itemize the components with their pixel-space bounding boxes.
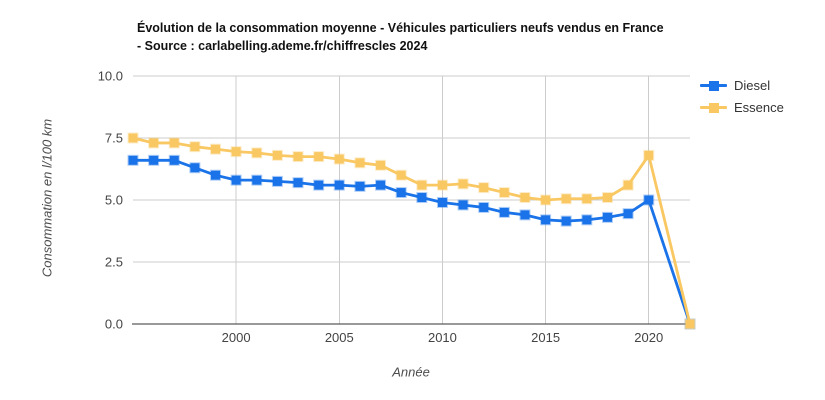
y-axis-title: Consommation en l/100 km (39, 118, 55, 278)
essence-point-marker (230, 146, 242, 158)
x-tick-label: 2020 (634, 330, 663, 345)
essence-point-marker (168, 137, 180, 149)
diesel-line (131, 158, 692, 326)
essence-point-marker (457, 178, 469, 190)
x-axis-title: Année (392, 364, 430, 380)
essence-point-marker (416, 179, 428, 191)
diesel-point-marker (622, 208, 634, 220)
diesel-point-marker (643, 194, 655, 206)
diesel-legend-square (709, 80, 719, 91)
essence-legend-square (709, 102, 719, 113)
diesel-point-marker (581, 214, 593, 226)
diesel-point-marker (498, 206, 510, 218)
diesel-point-marker (601, 211, 613, 223)
essence-point-marker (251, 147, 263, 159)
diesel-point-marker (251, 174, 263, 186)
essence-point-marker (189, 141, 201, 153)
y-tick-label: 2.5 (105, 255, 123, 270)
diesel-point-marker (168, 154, 180, 166)
diesel-point-marker (416, 192, 428, 204)
y-tick-label: 7.5 (105, 131, 123, 146)
essence-point-marker (540, 194, 552, 206)
essence-point-marker (210, 143, 222, 155)
essence-point-marker (375, 159, 387, 171)
essence-point-marker (581, 193, 593, 205)
essence-point-marker (519, 192, 531, 204)
diesel-point-marker (436, 196, 448, 208)
diesel-point-marker (375, 179, 387, 191)
essence-point-marker (127, 132, 139, 144)
x-tick-label: 2000 (222, 330, 251, 345)
essence-point-marker (436, 179, 448, 191)
diesel-point-marker (519, 209, 531, 221)
diesel-point-marker (560, 215, 572, 227)
essence-point-marker (271, 149, 283, 161)
chart-title-line2: - Source : carlabelling.ademe.fr/chiffre… (137, 39, 428, 53)
diesel-point-marker (354, 180, 366, 192)
diesel-point-marker (478, 201, 490, 213)
legend-item-essence: Essence (700, 96, 784, 118)
x-tick-label: 2010 (428, 330, 457, 345)
diesel-point-marker (148, 154, 160, 166)
y-tick-label: 0.0 (105, 317, 123, 332)
diesel-point-marker (127, 154, 139, 166)
y-tick-label: 5.0 (105, 193, 123, 208)
essence-point-marker (684, 318, 696, 330)
diesel-point-marker (457, 199, 469, 211)
diesel-point-marker (230, 174, 242, 186)
essence-point-marker (560, 193, 572, 205)
diesel-point-marker (395, 187, 407, 199)
x-tick-label: 2005 (325, 330, 354, 345)
diesel-point-marker (333, 179, 345, 191)
diesel-point-marker (292, 177, 304, 189)
legend: Diesel Essence (700, 74, 784, 118)
chart-title-line1: Évolution de la consommation moyenne - V… (137, 21, 664, 35)
essence-point-marker (478, 182, 490, 194)
essence-point-marker (395, 169, 407, 181)
chart-title: Évolution de la consommation moyenne - V… (137, 19, 664, 55)
essence-point-marker (643, 149, 655, 161)
essence-line (131, 136, 692, 326)
y-tick-label: 10.0 (98, 69, 123, 84)
essence-point-marker (313, 151, 325, 163)
diesel-point-marker (210, 169, 222, 181)
diesel-series-marker-icon (700, 80, 727, 91)
essence-point-marker (498, 187, 510, 199)
x-tick-label: 2015 (531, 330, 560, 345)
legend-label-essence: Essence (734, 99, 784, 115)
legend-item-diesel: Diesel (700, 74, 784, 96)
diesel-point-marker (540, 214, 552, 226)
diesel-point-marker (189, 162, 201, 174)
essence-point-marker (292, 151, 304, 163)
essence-point-marker (148, 137, 160, 149)
essence-point-marker (333, 153, 345, 165)
essence-point-marker (354, 157, 366, 169)
essence-series-marker-icon (700, 102, 727, 113)
legend-label-diesel: Diesel (734, 77, 771, 93)
essence-point-marker (622, 179, 634, 191)
diesel-point-marker (271, 175, 283, 187)
diesel-point-marker (313, 179, 325, 191)
essence-point-marker (601, 192, 613, 204)
